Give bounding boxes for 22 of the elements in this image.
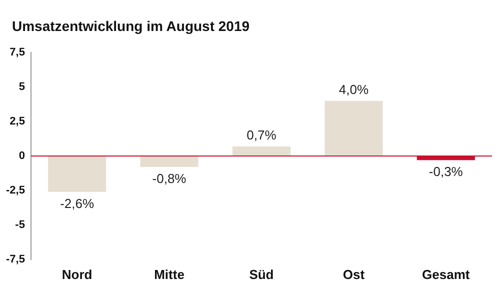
bar xyxy=(232,146,291,156)
x-tick-label: Mitte xyxy=(154,266,184,282)
y-tick-label: -5 xyxy=(15,218,25,231)
y-tick-label: -2,5 xyxy=(6,184,25,196)
x-tick-label: Nord xyxy=(62,266,92,282)
x-tick-label: Ost xyxy=(342,266,366,282)
data-label: -0,8% xyxy=(152,171,187,186)
data-label: 4,0% xyxy=(338,82,369,97)
x-tick-label: Süd xyxy=(249,266,274,282)
chart-title: Umsatzentwicklung im August 2019 xyxy=(12,18,250,34)
data-label: 0,7% xyxy=(246,127,277,142)
y-tick-label: 7,5 xyxy=(10,46,25,59)
x-tick-label: Gesamt xyxy=(422,266,470,282)
y-tick-label: 2,5 xyxy=(10,116,25,128)
data-label: -2,6% xyxy=(60,196,94,211)
y-tick-label: -7,5 xyxy=(6,253,25,266)
bar xyxy=(48,156,106,192)
y-tick-label: 5 xyxy=(18,81,25,94)
bar xyxy=(140,156,198,168)
y-tick-label: 0 xyxy=(18,150,25,162)
data-label: -0,3% xyxy=(428,164,464,180)
bar xyxy=(324,100,383,156)
